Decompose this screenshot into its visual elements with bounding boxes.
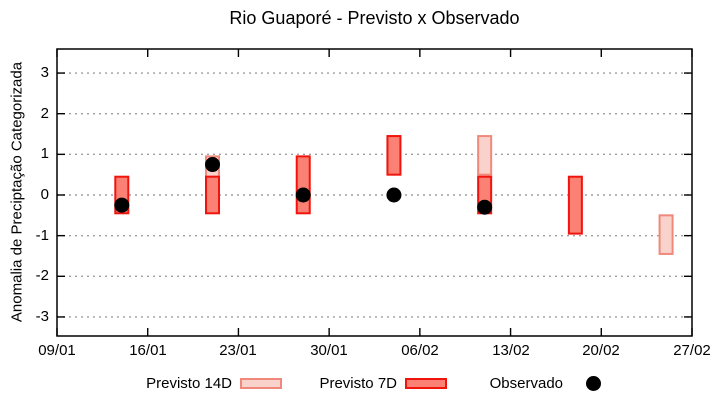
legend-label-previsto-7d: Previsto 7D [319, 375, 397, 392]
legend-label-observado: Observado [489, 375, 563, 392]
bar-previsto-14d [658, 214, 674, 255]
x-tick-label: 16/01 [129, 342, 167, 359]
observado-dot [386, 187, 402, 203]
y-tick-label: -3 [35, 308, 49, 325]
y-tick-label: 3 [40, 64, 49, 81]
bar-previsto-7d [386, 135, 402, 176]
y-tick-label: 2 [40, 105, 49, 122]
bar-previsto-14d [477, 135, 493, 176]
y-tick-label: 0 [40, 186, 49, 203]
legend-swatch-previsto-7d [405, 378, 447, 389]
observado-dot [477, 199, 493, 215]
legend-dot-observado [586, 376, 601, 391]
bar-previsto-7d [205, 175, 221, 215]
x-tick-label: 06/02 [401, 342, 439, 359]
observado-dot [205, 157, 221, 173]
chart-title: Rio Guaporé - Previsto x Observado [229, 8, 520, 28]
y-tick-label: 1 [40, 145, 49, 162]
observado-dot [114, 197, 130, 213]
y-tick-label: -2 [35, 267, 49, 284]
x-tick-label: 09/01 [38, 342, 76, 359]
observado-dot [295, 187, 311, 203]
y-tick-label: -1 [35, 227, 49, 244]
plot-frame [56, 48, 693, 337]
x-tick-label: 27/02 [673, 342, 711, 359]
bar-previsto-7d [567, 175, 583, 235]
x-tick-label: 30/01 [310, 342, 348, 359]
x-tick-label: 23/01 [219, 342, 257, 359]
bar-previsto-7d [295, 155, 311, 215]
legend-label-previsto-14d: Previsto 14D [146, 375, 232, 392]
x-tick-label: 13/02 [492, 342, 530, 359]
legend-swatch-previsto-14d [240, 378, 282, 389]
x-tick-label: 20/02 [582, 342, 620, 359]
